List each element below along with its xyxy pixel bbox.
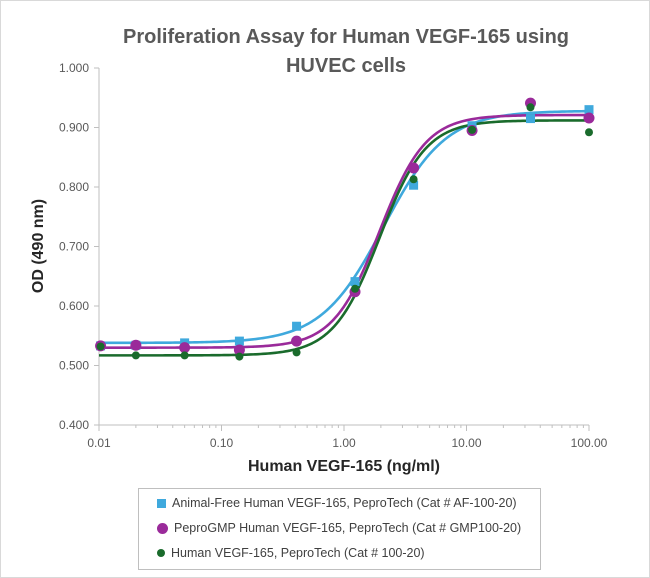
y-tick-label: 0.500: [59, 359, 89, 373]
x-tick-label: 100.00: [571, 436, 608, 450]
x-tick-label: 0.01: [87, 436, 111, 450]
data-point-human-vegf: [351, 284, 360, 293]
data-point-human-vegf: [468, 125, 477, 134]
data-point-human-vegf: [131, 351, 140, 360]
dot-marker-swatch: [157, 549, 165, 557]
data-point-peprogmp: [179, 342, 191, 354]
chart-title: Proliferation Assay for Human VEGF-165 u…: [61, 23, 631, 81]
data-point-peprogmp: [130, 339, 142, 351]
x-tick-label: 0.10: [210, 436, 234, 450]
chart-title-line-1: Proliferation Assay for Human VEGF-165 u…: [122, 26, 570, 48]
data-point-peprogmp: [291, 335, 303, 347]
legend-label-human-vegf: Human VEGF-165, PeproTech (Cat # 100-20): [171, 546, 425, 560]
data-point-animal-free: [350, 277, 360, 287]
data-point-human-vegf: [292, 348, 301, 357]
y-tick-label: 0.800: [59, 180, 89, 194]
y-tick-label: 0.700: [59, 240, 89, 254]
legend-item-peprogmp: PeproGMP Human VEGF-165, PeproTech (Cat …: [157, 518, 521, 538]
data-point-human-vegf: [585, 128, 593, 137]
x-tick-label: 10.00: [451, 436, 481, 450]
y-tick-label: 0.900: [59, 121, 89, 135]
chart-title-line-2: HUVEC cells: [285, 55, 407, 77]
y-tick-label: 0.600: [59, 299, 89, 313]
x-tick-label: 1.00: [332, 436, 356, 450]
data-point-peprogmp: [583, 112, 595, 124]
data-point-animal-free: [584, 105, 594, 115]
fit-curve-series-3: [99, 119, 589, 357]
y-tick-label: 0.400: [59, 418, 89, 432]
data-point-human-vegf: [96, 342, 105, 351]
data-point-human-vegf: [526, 103, 535, 112]
circle-marker-swatch: [157, 522, 168, 534]
data-point-animal-free: [292, 321, 302, 331]
data-point-peprogmp: [233, 344, 245, 356]
data-point-human-vegf: [180, 351, 189, 360]
data-point-animal-free: [525, 114, 535, 124]
data-point-human-vegf: [235, 352, 244, 361]
y-tick-label: 1.000: [59, 61, 89, 75]
square-marker-swatch: [157, 498, 166, 508]
data-point-animal-free: [234, 336, 244, 346]
legend: Animal-Free Human VEGF-165, PeproTech (C…: [138, 488, 541, 570]
legend-item-human-vegf: Human VEGF-165, PeproTech (Cat # 100-20): [157, 543, 425, 563]
x-axis-label: Human VEGF-165 (ng/ml): [247, 458, 441, 475]
legend-item-animal-free: Animal-Free Human VEGF-165, PeproTech (C…: [157, 493, 517, 513]
legend-label-peprogmp: PeproGMP Human VEGF-165, PeproTech (Cat …: [174, 521, 522, 535]
data-point-peprogmp: [408, 162, 420, 174]
legend-label-animal-free: Animal-Free Human VEGF-165, PeproTech (C…: [172, 496, 517, 510]
data-point-human-vegf: [409, 175, 418, 184]
data-point-animal-free: [409, 180, 419, 190]
